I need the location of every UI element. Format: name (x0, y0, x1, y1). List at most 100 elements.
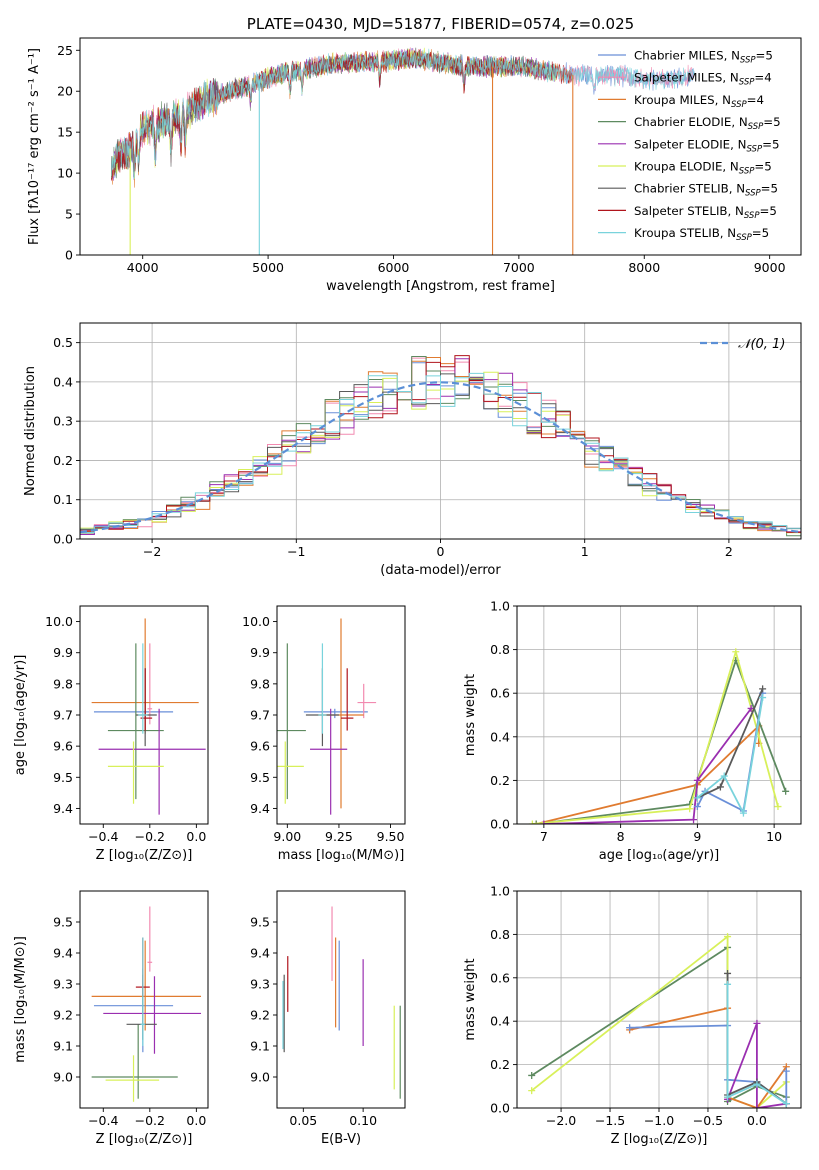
weight-point-marker (528, 820, 536, 824)
y-tick-label: 15 (57, 125, 73, 140)
legend-entry-sub: SSP (748, 122, 764, 132)
y-tick-label: 0.4 (490, 729, 510, 744)
legend-entry-tail: =5 (762, 137, 779, 151)
legend-entry-main: Salpeter ELODIE, N (634, 137, 746, 151)
x-tick-label: 0.0 (186, 1113, 206, 1128)
y-tick-label: 9.6 (250, 739, 270, 754)
y-tick-label: 0.0 (490, 817, 510, 832)
weight-series-line (696, 697, 764, 816)
y-tick-label: 9.1 (53, 1039, 73, 1054)
weight-point-marker (686, 805, 694, 813)
y-tick-label: 10.0 (242, 614, 270, 629)
y-tick-label: 0 (65, 248, 73, 263)
y-tick-label: 9.5 (250, 770, 270, 785)
y-tick-label: 0.4 (53, 374, 73, 389)
legend-entry-main: Salpeter STELIB, N (634, 204, 744, 218)
x-tick-label: 9000 (754, 260, 786, 275)
panel-z_mass: −0.4 −0.2 0.0 9.0 9.1 9.2 9.3 9.4 9.5 Z [log₁₀(Z/… (13, 890, 209, 1147)
legend-entry: Kroupa ELODIE, NSSP=5 (634, 160, 772, 177)
x-tick-label: 9.50 (377, 829, 405, 844)
x-tick-label: 7000 (503, 260, 535, 275)
x-tick-label: 1 (581, 544, 589, 559)
weight-point-marker (759, 685, 767, 693)
legend-entry-sub: SSP (746, 144, 762, 154)
panel-weight_age: 7 8 9 10 0.0 0.2 0.4 0.6 0.8 1.0 age [log₁₀(age/yr… (463, 599, 802, 863)
x-tick-label: −1.0 (644, 1113, 674, 1128)
x-tick-label: 0.10 (349, 1113, 377, 1128)
x-tick-label: 8000 (628, 260, 660, 275)
panel-z_age: −0.4 −0.2 0.0 9.4 9.5 9.6 9.7 9.8 9.9 10.0 Z [log₁… (13, 605, 209, 863)
weight-point-marker (724, 933, 732, 941)
y-tick-label: 9.5 (53, 770, 73, 785)
weight-point-marker (532, 820, 540, 824)
axes-weight_age: 7 8 9 10 0.0 0.2 0.4 0.6 0.8 1.0 age [log₁₀(age/yr… (463, 599, 802, 863)
weight-point-marker (753, 1080, 761, 1088)
x-tick-label: 7 (540, 829, 548, 844)
legend-entry-sub: SSP (736, 233, 752, 243)
x-tick-label: 2 (725, 544, 733, 559)
x-tick-label: 0.0 (186, 829, 206, 844)
weight-point-marker (716, 783, 724, 791)
legend-entry: Chabrier MILES, NSSP=5 (634, 49, 773, 66)
weight-series-line (726, 1023, 787, 1108)
plot-area-z_age (91, 618, 206, 815)
weight-point-marker (753, 1019, 761, 1027)
gaussian-legend-label: 𝒩(0, 1) (738, 337, 785, 352)
y-tick-label: 9.7 (53, 708, 73, 723)
legend-entry-main: Chabrier ELODIE, N (634, 115, 748, 129)
legend-entry: Salpeter ELODIE, NSSP=5 (634, 137, 779, 154)
x-axis-label: age [log₁₀(age/yr)] (599, 848, 720, 863)
chart-title: PLATE=0430, MJD=51877, FIBERID=0574, z=0… (247, 15, 634, 33)
y-axis-label: mass weight (463, 958, 478, 1040)
legend-entry-main: Chabrier STELIB, N (634, 182, 745, 196)
legend-entry: Chabrier ELODIE, NSSP=5 (634, 115, 781, 132)
legend-entry-sub: SSP (739, 167, 755, 177)
legend-entry-main: Salpeter MILES, N (634, 71, 739, 85)
x-tick-label: −1.5 (595, 1113, 625, 1128)
legend-entry-tail: =4 (747, 93, 764, 107)
panel-weight_z: −2.0 −1.5 −1.0 −0.5 0.0 0.0 0.2 0.4 0.6 0.8 1.0 Z [… (463, 884, 802, 1147)
y-axis-label: age [log₁₀(age/yr)] (13, 655, 28, 776)
y-tick-label: 0.6 (490, 970, 510, 985)
weight-point-marker (540, 820, 548, 824)
y-tick-label: 9.2 (250, 1008, 270, 1023)
legend-entry-sub: SSP (731, 100, 747, 110)
y-tick-label: 9.0 (53, 1070, 73, 1085)
x-tick-label: −0.4 (88, 829, 118, 844)
x-axis-label: (data-model)/error (380, 563, 501, 578)
weight-point-marker (782, 787, 790, 795)
y-tick-label: 9.1 (250, 1039, 270, 1054)
weight-point-marker (782, 1067, 790, 1075)
legend-entry-tail: =5 (759, 204, 776, 218)
legend-entry-tail: =5 (761, 182, 778, 196)
x-tick-label: 0.05 (289, 1113, 317, 1128)
x-tick-label: 5000 (252, 260, 284, 275)
weight-point-marker (739, 809, 747, 817)
y-tick-label: 10.0 (45, 614, 73, 629)
weight-point-marker (693, 794, 701, 802)
weight-point-marker (528, 1071, 536, 1079)
legend-entry-main: Kroupa STELIB, N (634, 226, 736, 240)
weight-point-marker (759, 694, 767, 702)
legend-entry-tail: =5 (752, 226, 769, 240)
x-axis-label: wavelength [Angstrom, rest frame] (326, 279, 555, 294)
x-tick-label: 4000 (127, 260, 159, 275)
legend-entry-main: Kroupa MILES, N (634, 93, 731, 107)
y-tick-label: 0.5 (53, 335, 73, 350)
y-tick-label: 1.0 (490, 884, 510, 899)
y-tick-label: 9.4 (53, 946, 73, 961)
y-tick-label: 9.5 (53, 915, 73, 930)
y-tick-label: 0.4 (490, 1014, 510, 1029)
legend-entry: Salpeter MILES, NSSP=4 (634, 71, 772, 88)
x-tick-label: 10 (766, 829, 782, 844)
x-tick-label: 0 (437, 544, 445, 559)
legend-entry-tail: =4 (754, 71, 771, 85)
y-tick-label: 0.3 (53, 414, 73, 429)
legend-entry-tail: =5 (754, 160, 771, 174)
weight-point-marker (626, 1024, 634, 1032)
x-tick-label: −2 (143, 544, 161, 559)
